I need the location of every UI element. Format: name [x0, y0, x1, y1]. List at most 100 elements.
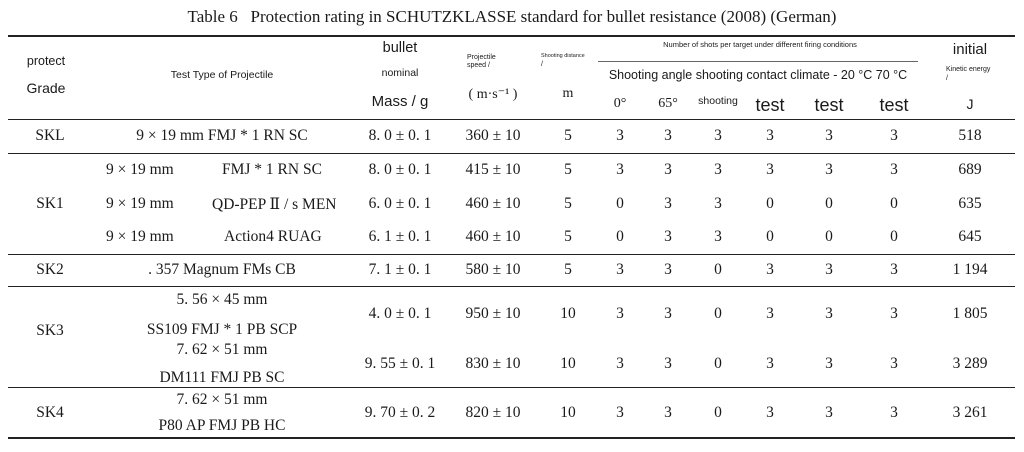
projectile-cell: . 357 Magnum FMs CB: [148, 261, 296, 278]
projectile-line2-cell: DM111 FMJ PB SC: [159, 369, 285, 386]
shooting-cell: 0: [714, 355, 722, 372]
test1-cell: 0: [766, 228, 774, 245]
test3-cell: 3: [890, 404, 898, 421]
test1-cell: 3: [766, 305, 774, 322]
grade-cell-sk1: SK1: [36, 195, 64, 212]
angle0-cell: 3: [616, 305, 624, 322]
speed-cell: 580 ± 10: [465, 261, 521, 278]
test2-cell: 3: [825, 404, 833, 421]
header-speed-unit: ( m·s⁻¹ ): [468, 87, 518, 102]
header-energy-unit: J: [966, 96, 974, 112]
header-rule: [8, 119, 1015, 120]
angle65-cell: 3: [664, 355, 672, 372]
speed-cell: 820 ± 10: [465, 404, 521, 421]
header-speed-line1: Projectile: [467, 54, 496, 61]
caliber-cell: 9 × 19 mm: [106, 195, 174, 212]
top-rule: [8, 35, 1015, 37]
angle0-cell: 3: [616, 161, 624, 178]
header-col-shooting: shooting: [698, 95, 738, 107]
caption-title: Protection rating in SCHUTZKLASSE standa…: [250, 7, 837, 26]
angle65-cell: 3: [664, 261, 672, 278]
test1-cell: 0: [766, 195, 774, 212]
grade-cell: SK2: [36, 261, 64, 278]
header-col-angle65: 65°: [658, 96, 678, 111]
angle0-cell: 3: [616, 355, 624, 372]
type-cell: Action4 RUAG: [224, 228, 322, 245]
angle0-cell: 0: [616, 195, 624, 212]
test2-cell: 3: [825, 261, 833, 278]
header-distance-line1: Shooting distance: [541, 53, 585, 59]
projectile-line2-cell: P80 AP FMJ PB HC: [158, 417, 286, 434]
energy-cell: 3 261: [952, 404, 988, 421]
table-caption: Table 6 Protection rating in SCHUTZKLASS…: [188, 7, 837, 27]
energy-cell: 3 289: [952, 355, 988, 372]
header-mass-line1: bullet: [382, 40, 418, 56]
distance-cell: 5: [564, 161, 572, 178]
header-energy-line2: Kinetic energy: [946, 66, 991, 73]
rule-after-sk2: [8, 286, 1015, 287]
header-col-test2: test: [814, 95, 844, 115]
test3-cell: 3: [890, 127, 898, 144]
projectile-line1-cell: 7. 62 × 51 mm: [176, 391, 268, 408]
test2-cell: 3: [825, 127, 833, 144]
angle0-cell: 0: [616, 228, 624, 245]
mass-cell: 8. 0 ± 0. 1: [368, 127, 432, 144]
grade-cell: SK4: [36, 404, 64, 421]
caliber-cell: 9 × 19 mm: [106, 228, 174, 245]
test2-cell: 3: [825, 355, 833, 372]
header-distance-line2: /: [541, 61, 543, 68]
header-col-test3: test: [879, 95, 909, 115]
distance-cell: 5: [564, 261, 572, 278]
header-grade-line1: protect: [26, 54, 66, 68]
header-shots-group: Number of shots per target under differe…: [663, 40, 857, 49]
angle65-cell: 3: [664, 195, 672, 212]
distance-cell: 5: [564, 228, 572, 245]
angle65-cell: 3: [664, 404, 672, 421]
speed-cell: 415 ± 10: [465, 161, 521, 178]
rule-after-sk1: [8, 254, 1015, 255]
projectile-line2-cell: SS109 FMJ * 1 PB SCP: [146, 321, 298, 338]
distance-cell: 10: [560, 404, 576, 421]
distance-cell: 10: [560, 355, 576, 372]
projectile-cell: 9 × 19 mm FMJ * 1 RN SC: [136, 127, 308, 144]
shooting-cell: 0: [714, 305, 722, 322]
angle0-cell: 3: [616, 261, 624, 278]
test3-cell: 3: [890, 355, 898, 372]
angle65-cell: 3: [664, 305, 672, 322]
header-energy-line1: initial: [952, 41, 988, 58]
angle0-cell: 3: [616, 127, 624, 144]
caliber-cell: 9 × 19 mm: [106, 161, 174, 178]
projectile-line1-cell: 7. 62 × 51 mm: [176, 341, 268, 358]
energy-cell: 689: [958, 161, 982, 178]
speed-cell: 830 ± 10: [465, 355, 521, 372]
rule-after-sk3: [8, 387, 1015, 388]
header-mass-line2: nominal: [381, 67, 419, 79]
mass-cell: 6. 0 ± 0. 1: [368, 195, 432, 212]
angle0-cell: 3: [616, 404, 624, 421]
speed-cell: 460 ± 10: [465, 228, 521, 245]
header-distance-unit: m: [562, 86, 574, 101]
mass-cell: 9. 70 ± 0. 2: [364, 404, 436, 421]
header-speed-line2: speed /: [467, 62, 490, 69]
caption-number: Table 6: [187, 7, 238, 26]
test1-cell: 3: [766, 355, 774, 372]
mass-cell: 6. 1 ± 0. 1: [368, 228, 432, 245]
header-shots-subgroup: Shooting angle shooting contact climate …: [608, 68, 908, 82]
test2-cell: 0: [825, 195, 833, 212]
header-col-angle0: 0°: [613, 96, 627, 111]
test3-cell: 0: [890, 195, 898, 212]
grade-cell-sk3: SK3: [36, 322, 64, 339]
header-projectile: Test Type of Projectile: [170, 69, 274, 81]
energy-cell: 518: [958, 127, 982, 144]
type-cell: QD-PEP Ⅱ / s MEN: [212, 196, 337, 213]
mass-cell: 4. 0 ± 0. 1: [368, 305, 432, 322]
test1-cell: 3: [766, 404, 774, 421]
mass-cell: 8. 0 ± 0. 1: [368, 161, 432, 178]
test1-cell: 3: [766, 261, 774, 278]
angle65-cell: 3: [664, 127, 672, 144]
energy-cell: 1 194: [952, 261, 988, 278]
shots-group-rule: [598, 61, 918, 62]
shooting-cell: 3: [714, 195, 722, 212]
bottom-rule: [8, 437, 1015, 439]
mass-cell: 9. 55 ± 0. 1: [364, 355, 436, 372]
